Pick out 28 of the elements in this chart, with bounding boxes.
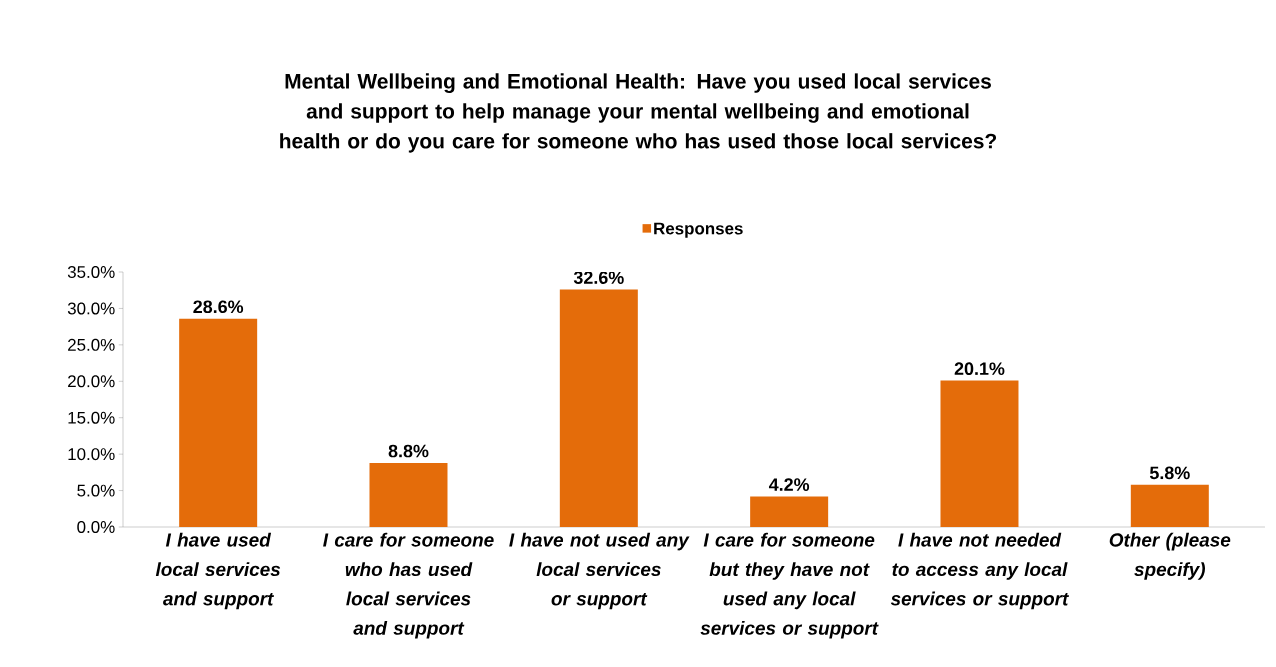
bar xyxy=(179,318,258,527)
legend-label: Responses xyxy=(654,222,743,238)
data-label: 32.6% xyxy=(573,271,624,284)
y-tick-label: 0.0% xyxy=(77,521,115,533)
x-tick-label: I have not needed to access any local services or support xyxy=(890,532,1069,610)
bar xyxy=(750,496,829,527)
x-tick-label: I have used local services and support xyxy=(155,532,281,610)
bar xyxy=(940,380,1019,527)
y-tick-label: 25.0% xyxy=(68,338,115,351)
data-label: 4.2% xyxy=(768,478,810,491)
bar xyxy=(559,289,638,527)
x-tick-label: I care for someone but they have not used any local services or support xyxy=(700,532,879,639)
y-tick-label: 5.0% xyxy=(77,484,115,497)
chart-title: Mental Wellbeing and Emotional Health: Have you used local services and support to help manage your mental wellbeing and emotional health or do you care for someone who has used those local services? xyxy=(280,73,997,153)
data-label: 8.8% xyxy=(388,444,429,458)
y-tick-label: 35.0% xyxy=(67,266,115,278)
x-tick-label: Other (please specify) xyxy=(1109,532,1231,580)
y-tick-label: 10.0% xyxy=(68,448,115,461)
data-label: 20.1% xyxy=(954,362,1005,376)
bar xyxy=(1130,484,1209,527)
y-tick-label: 20.0% xyxy=(68,375,115,388)
y-tick-label: 15.0% xyxy=(68,411,115,424)
x-tick-label: I care for someone who has used local services and support xyxy=(323,532,494,639)
bar xyxy=(369,462,448,527)
y-tick-label: 30.0% xyxy=(67,302,115,315)
data-label: 5.8% xyxy=(1149,466,1190,480)
x-tick-label: I have not used any local services or support xyxy=(509,532,690,610)
data-label: 28.6% xyxy=(193,300,244,314)
